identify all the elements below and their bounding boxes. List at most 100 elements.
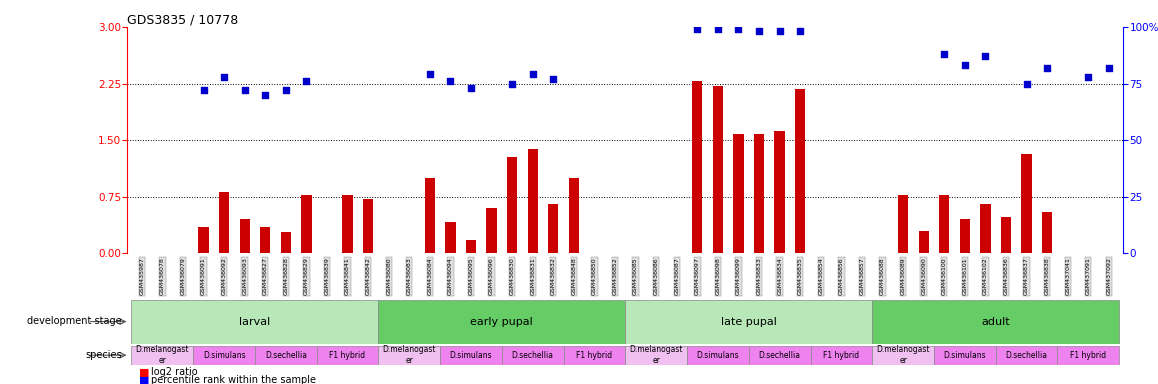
- Text: GSM436085: GSM436085: [633, 257, 638, 295]
- Text: ■: ■: [139, 375, 149, 384]
- Bar: [501, 346, 564, 365]
- Bar: [486, 208, 497, 253]
- Point: [791, 28, 809, 35]
- Text: GSM436078: GSM436078: [160, 257, 164, 295]
- Text: GSM436080: GSM436080: [387, 257, 391, 295]
- Text: GSM436828: GSM436828: [284, 257, 288, 295]
- Text: GSM436083: GSM436083: [406, 257, 412, 295]
- Text: GSM436832: GSM436832: [551, 257, 556, 295]
- Bar: [362, 199, 373, 253]
- Text: GSM436839: GSM436839: [324, 257, 330, 295]
- Text: D.sechellia: D.sechellia: [1005, 351, 1048, 360]
- Bar: [775, 131, 785, 253]
- Bar: [132, 346, 193, 365]
- Bar: [939, 195, 950, 253]
- Point: [730, 26, 748, 32]
- Text: D.sechellia: D.sechellia: [265, 351, 307, 360]
- Text: GSM436848: GSM436848: [571, 257, 577, 295]
- Bar: [692, 81, 703, 253]
- Point: [215, 74, 234, 80]
- Bar: [687, 346, 749, 365]
- Bar: [440, 346, 501, 365]
- Point: [709, 26, 727, 32]
- Text: GSM436086: GSM436086: [653, 257, 659, 295]
- Text: GSM436857: GSM436857: [859, 257, 864, 295]
- Bar: [569, 178, 579, 253]
- Text: D.sechellia: D.sechellia: [512, 351, 554, 360]
- Point: [1079, 74, 1098, 80]
- Bar: [507, 157, 518, 253]
- Bar: [754, 134, 764, 253]
- Text: GSM436841: GSM436841: [345, 257, 350, 295]
- Bar: [466, 240, 476, 253]
- Text: GSM436836: GSM436836: [1004, 257, 1009, 295]
- Bar: [255, 346, 316, 365]
- Bar: [446, 222, 455, 253]
- Text: GSM436838: GSM436838: [1045, 257, 1049, 295]
- Bar: [261, 227, 270, 253]
- Text: GSM436101: GSM436101: [962, 257, 967, 295]
- Bar: [301, 195, 312, 253]
- Text: GSM436852: GSM436852: [613, 257, 617, 295]
- Text: GSM436093: GSM436093: [242, 257, 247, 295]
- Bar: [1001, 217, 1011, 253]
- Bar: [528, 149, 537, 253]
- Bar: [713, 86, 723, 253]
- Text: late pupal: late pupal: [720, 316, 777, 327]
- Bar: [811, 346, 872, 365]
- Text: GSM436827: GSM436827: [263, 257, 267, 295]
- Text: GDS3835 / 10778: GDS3835 / 10778: [127, 14, 239, 27]
- Bar: [280, 232, 291, 253]
- Bar: [132, 300, 379, 344]
- Bar: [733, 134, 743, 253]
- Text: GSM436854: GSM436854: [819, 257, 823, 295]
- Text: GSM436102: GSM436102: [983, 257, 988, 295]
- Bar: [1021, 154, 1032, 253]
- Bar: [960, 220, 970, 253]
- Text: GSM437041: GSM437041: [1065, 257, 1070, 295]
- Text: GSM436099: GSM436099: [736, 257, 741, 295]
- Text: GSM436829: GSM436829: [303, 257, 309, 295]
- Text: D.simulans: D.simulans: [203, 351, 245, 360]
- Text: D.melanogast
er: D.melanogast er: [630, 346, 683, 365]
- Bar: [316, 346, 379, 365]
- Text: F1 hybrid: F1 hybrid: [577, 351, 613, 360]
- Bar: [548, 204, 558, 253]
- Point: [749, 28, 768, 35]
- Point: [503, 81, 521, 87]
- Text: D.melanogast
er: D.melanogast er: [135, 346, 189, 365]
- Bar: [872, 346, 935, 365]
- Text: D.simulans: D.simulans: [449, 351, 492, 360]
- Point: [1017, 81, 1035, 87]
- Point: [523, 71, 542, 78]
- Text: F1 hybrid: F1 hybrid: [330, 351, 366, 360]
- Point: [235, 87, 254, 93]
- Bar: [996, 346, 1057, 365]
- Text: percentile rank within the sample: percentile rank within the sample: [151, 375, 315, 384]
- Point: [256, 92, 274, 98]
- Text: GSM436092: GSM436092: [221, 257, 227, 295]
- Text: GSM436831: GSM436831: [530, 257, 535, 295]
- Text: F1 hybrid: F1 hybrid: [1070, 351, 1106, 360]
- Bar: [240, 220, 250, 253]
- Bar: [796, 89, 805, 253]
- Point: [544, 76, 563, 82]
- Text: GSM436830: GSM436830: [510, 257, 514, 295]
- Text: GSM436835: GSM436835: [798, 257, 802, 295]
- Bar: [935, 346, 996, 365]
- Bar: [1042, 212, 1053, 253]
- Bar: [918, 231, 929, 253]
- Text: GSM436091: GSM436091: [201, 257, 206, 295]
- Bar: [425, 178, 435, 253]
- Bar: [219, 192, 229, 253]
- Text: GSM436090: GSM436090: [921, 257, 926, 295]
- Text: GSM436842: GSM436842: [366, 257, 371, 295]
- Text: GSM436097: GSM436097: [695, 257, 699, 295]
- Text: GSM436095: GSM436095: [469, 257, 474, 295]
- Text: GSM436837: GSM436837: [1024, 257, 1029, 295]
- Bar: [343, 195, 353, 253]
- Bar: [749, 346, 811, 365]
- Bar: [379, 346, 440, 365]
- Text: adult: adult: [981, 316, 1010, 327]
- Text: species: species: [85, 350, 122, 360]
